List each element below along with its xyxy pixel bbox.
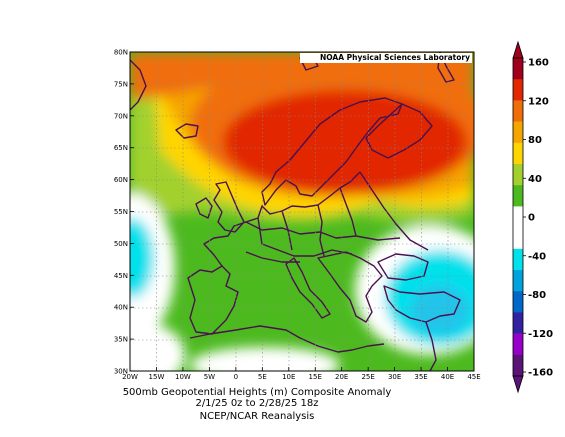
colorbar-swatch (513, 142, 523, 165)
lon-tick-label: 35E (414, 373, 427, 381)
colorbar-swatch (513, 58, 523, 80)
lon-tick-label: 20W (122, 373, 138, 381)
lon-tick-label: 10E (282, 373, 295, 381)
colorbar: 160 120 80 40 0 -40 -80 -120 -160 (512, 40, 553, 394)
lat-tick-label: 80N (114, 49, 128, 57)
colorbar-max-arrow (512, 40, 524, 59)
lon-tick-label: 5W (204, 373, 215, 381)
lat-tick-label: 70N (114, 112, 128, 120)
colorbar-tick-label: -40 (528, 251, 546, 262)
lon-tick-label: 20E (335, 373, 348, 381)
latitude-axis: 80N 75N 70N 65N 60N 55N 50N 45N 40N 35N 30N (114, 49, 134, 376)
lon-tick-label: 25E (361, 373, 374, 381)
colorbar-swatch (513, 227, 523, 250)
coastlines (130, 52, 461, 371)
lat-tick-label: 55N (114, 208, 128, 216)
colorbar-swatch (513, 291, 523, 313)
colorbar-swatch (513, 79, 523, 101)
graticule (130, 52, 474, 371)
colorbar-swatch (513, 248, 523, 271)
colorbar-tick-label: 160 (528, 58, 549, 69)
colorbar-swatch (513, 333, 523, 356)
lat-tick-label: 60N (114, 176, 128, 184)
colorbar-swatch (513, 164, 523, 186)
colorbar-swatch (513, 100, 523, 122)
lat-tick-label: 50N (114, 240, 128, 248)
colorbar-min-arrow (512, 375, 524, 394)
longitude-axis: 20W 15W 10W 5W 0 5E 10E 15E 20E 25E 30E 35E 40E 45E (122, 367, 481, 381)
lon-tick-label: 0 (234, 373, 238, 381)
credit-label: NOAA Physical Sciences Laboratory (300, 53, 472, 63)
colorbar-tick-label: 80 (528, 135, 542, 146)
colorbar-tick-label: -160 (528, 368, 553, 379)
lon-tick-label: 15E (309, 373, 322, 381)
lon-tick-label: 15W (149, 373, 165, 381)
lat-tick-label: 45N (114, 272, 128, 280)
lat-tick-label: 75N (114, 80, 128, 88)
lon-tick-label: 10W (175, 373, 191, 381)
lon-tick-label: 30E (388, 373, 401, 381)
map-title: 500mb Geopotential Heights (m) Composite… (122, 387, 392, 398)
lat-tick-label: 40N (114, 304, 128, 312)
lon-tick-label: 5E (258, 373, 267, 381)
anomaly-field (130, 52, 474, 371)
lon-tick-label: 45E (467, 373, 480, 381)
colorbar-tick-label: -120 (528, 329, 553, 340)
colorbar-tick-label: -80 (528, 290, 546, 301)
lat-tick-label: 35N (114, 336, 128, 344)
lon-tick-label: 40E (441, 373, 454, 381)
colorbar-swatch (513, 312, 523, 334)
colorbar-swatch (513, 121, 523, 144)
lat-tick-label: 30N (114, 368, 128, 376)
colorbar-swatch (513, 354, 523, 377)
colorbar-swatch (513, 270, 523, 292)
map-source: NCEP/NCAR Reanalysis (199, 411, 315, 422)
map-period: 2/1/25 0z to 2/28/25 18z (195, 398, 319, 409)
colorbar-swatch (513, 206, 523, 228)
lat-tick-label: 65N (114, 144, 128, 152)
colorbar-tick-label: 40 (528, 174, 542, 185)
colorbar-swatch (513, 185, 523, 207)
colorbar-tick-label: 120 (528, 96, 549, 107)
colorbar-tick-label: 0 (528, 213, 535, 224)
